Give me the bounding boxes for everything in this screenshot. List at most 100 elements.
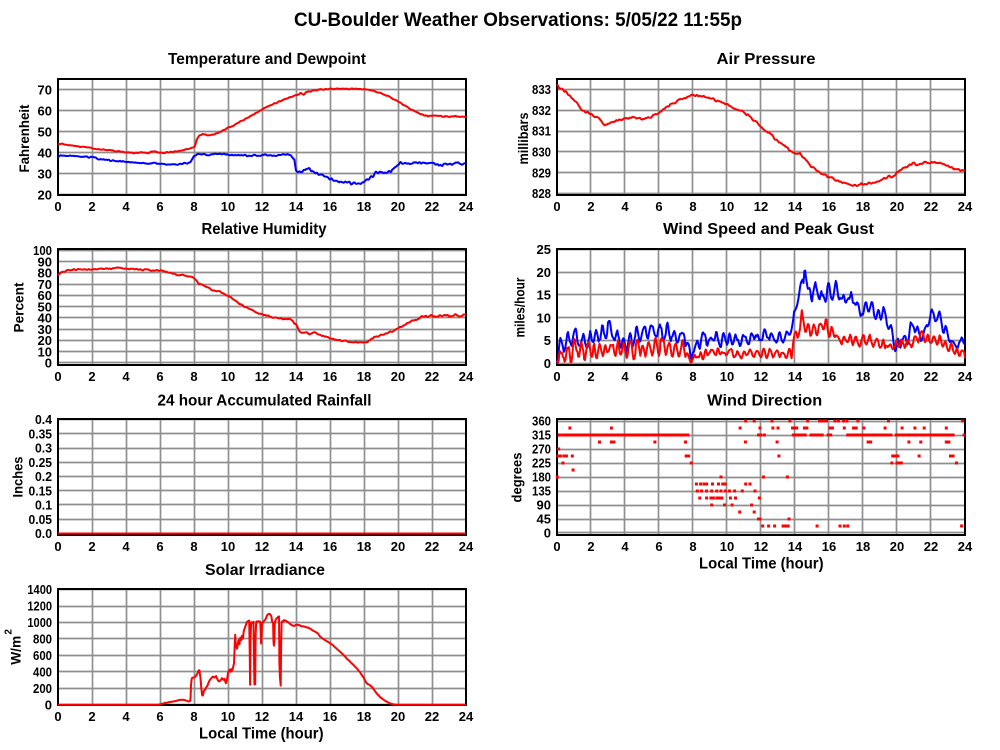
svg-text:20: 20 [890, 369, 904, 384]
svg-text:10: 10 [221, 539, 235, 554]
svg-text:14: 14 [289, 539, 304, 554]
svg-text:24: 24 [958, 199, 973, 214]
svg-text:12: 12 [754, 539, 768, 554]
svg-text:0.0: 0.0 [35, 526, 52, 541]
svg-text:70: 70 [38, 277, 52, 292]
svg-text:degrees: degrees [509, 452, 525, 502]
svg-text:4: 4 [122, 199, 130, 214]
svg-text:4: 4 [122, 369, 130, 384]
svg-text:12: 12 [255, 199, 269, 214]
svg-text:Wind Direction: Wind Direction [707, 393, 822, 410]
svg-text:22: 22 [425, 539, 439, 554]
svg-text:60: 60 [38, 103, 52, 118]
svg-text:10: 10 [537, 310, 551, 325]
svg-text:833: 833 [532, 82, 551, 97]
svg-text:5: 5 [544, 333, 551, 348]
svg-text:4: 4 [122, 539, 130, 554]
svg-text:8: 8 [190, 369, 197, 384]
svg-text:90: 90 [537, 498, 551, 513]
svg-text:829: 829 [532, 165, 551, 180]
svg-text:10: 10 [221, 369, 235, 384]
svg-text:6: 6 [655, 199, 662, 214]
svg-text:22: 22 [425, 199, 439, 214]
svg-text:600: 600 [33, 648, 52, 663]
svg-text:Percent: Percent [11, 282, 27, 332]
svg-text:2: 2 [88, 539, 95, 554]
svg-text:10: 10 [720, 199, 734, 214]
svg-text:12: 12 [754, 199, 768, 214]
svg-text:10: 10 [720, 539, 734, 554]
svg-text:8: 8 [190, 539, 197, 554]
svg-text:Local Time (hour): Local Time (hour) [199, 726, 324, 743]
svg-text:24 hour Accumulated Rainfall: 24 hour Accumulated Rainfall [158, 393, 372, 410]
svg-text:0: 0 [45, 697, 52, 712]
svg-text:20: 20 [391, 369, 405, 384]
svg-text:24: 24 [459, 369, 474, 384]
svg-text:100: 100 [33, 243, 52, 258]
svg-text:4: 4 [621, 199, 629, 214]
svg-text:22: 22 [924, 369, 938, 384]
svg-text:CU-Boulder Weather Observation: CU-Boulder Weather Observations: 5/05/22… [294, 10, 742, 31]
svg-text:18: 18 [357, 199, 371, 214]
svg-text:135: 135 [532, 484, 551, 499]
svg-text:0: 0 [54, 369, 61, 384]
svg-text:0.35: 0.35 [29, 426, 53, 441]
svg-text:70: 70 [38, 82, 52, 97]
svg-text:2: 2 [587, 199, 594, 214]
svg-text:14: 14 [289, 369, 304, 384]
svg-text:30: 30 [38, 167, 52, 182]
svg-text:30: 30 [38, 322, 52, 337]
svg-text:0: 0 [553, 369, 560, 384]
svg-text:2: 2 [88, 369, 95, 384]
svg-text:60: 60 [38, 288, 52, 303]
svg-text:22: 22 [924, 199, 938, 214]
svg-text:0: 0 [553, 199, 560, 214]
svg-text:315: 315 [532, 428, 551, 443]
svg-text:1400: 1400 [27, 582, 52, 597]
svg-text:0: 0 [54, 709, 61, 724]
svg-text:270: 270 [532, 442, 551, 457]
svg-text:0.15: 0.15 [29, 483, 53, 498]
svg-text:Air Pressure: Air Pressure [717, 51, 816, 68]
svg-text:200: 200 [33, 681, 52, 696]
svg-text:10: 10 [221, 199, 235, 214]
svg-text:0.05: 0.05 [29, 512, 53, 527]
svg-text:10: 10 [38, 344, 52, 359]
svg-text:50: 50 [38, 299, 52, 314]
svg-text:16: 16 [822, 369, 836, 384]
svg-text:20: 20 [391, 199, 405, 214]
svg-text:16: 16 [822, 539, 836, 554]
svg-text:22: 22 [425, 369, 439, 384]
svg-text:0.3: 0.3 [35, 441, 52, 456]
svg-text:14: 14 [788, 539, 803, 554]
svg-text:16: 16 [323, 709, 337, 724]
svg-text:10: 10 [221, 709, 235, 724]
svg-text:0: 0 [45, 356, 52, 371]
svg-text:14: 14 [289, 199, 304, 214]
svg-text:4: 4 [621, 539, 629, 554]
svg-text:8: 8 [190, 199, 197, 214]
svg-text:Fahrenheit: Fahrenheit [16, 104, 32, 172]
svg-text:80: 80 [38, 266, 52, 281]
svg-text:8: 8 [689, 539, 696, 554]
svg-text:180: 180 [532, 470, 551, 485]
svg-text:20: 20 [38, 188, 52, 203]
svg-text:828: 828 [532, 186, 551, 201]
svg-text:0.25: 0.25 [29, 455, 53, 470]
svg-text:millibars: millibars [515, 112, 531, 164]
svg-text:831: 831 [532, 124, 551, 139]
svg-text:Temperature and Dewpoint: Temperature and Dewpoint [168, 51, 367, 68]
svg-text:6: 6 [655, 369, 662, 384]
svg-text:90: 90 [38, 254, 52, 269]
svg-text:6: 6 [156, 369, 163, 384]
svg-text:2: 2 [88, 199, 95, 214]
svg-text:22: 22 [924, 539, 938, 554]
svg-text:18: 18 [856, 369, 870, 384]
svg-text:40: 40 [38, 146, 52, 161]
svg-text:14: 14 [788, 199, 803, 214]
svg-text:18: 18 [357, 709, 371, 724]
svg-text:20: 20 [391, 539, 405, 554]
svg-text:15: 15 [537, 288, 551, 303]
svg-text:18: 18 [856, 539, 870, 554]
svg-text:830: 830 [532, 145, 551, 160]
